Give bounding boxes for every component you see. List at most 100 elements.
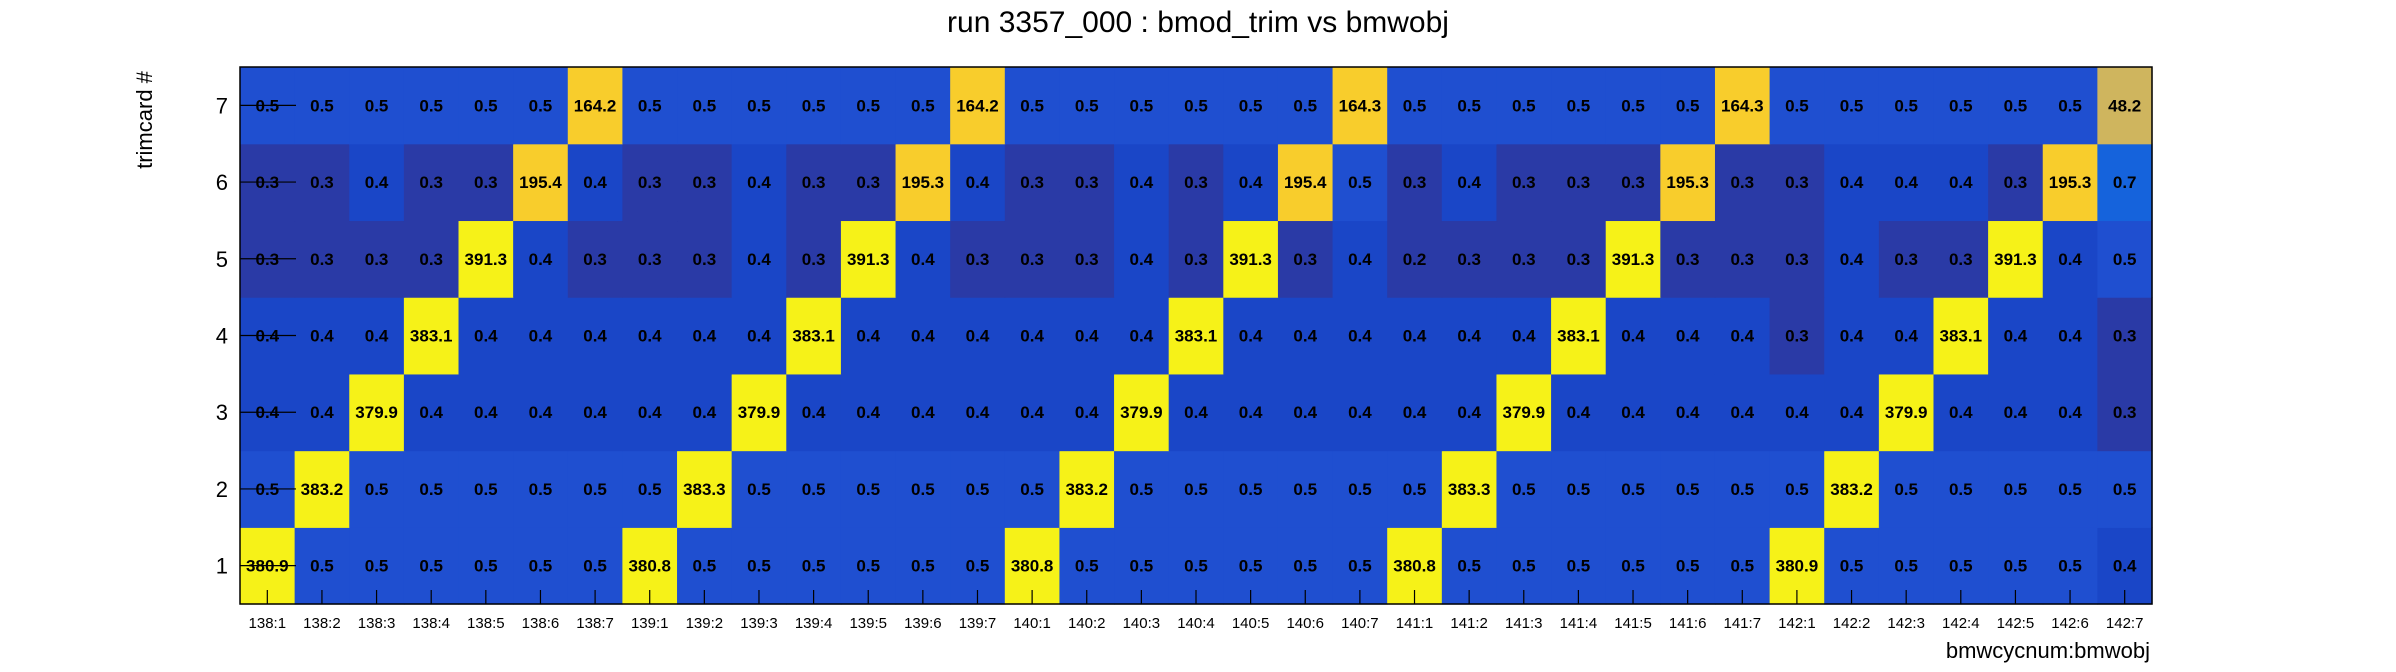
heatmap-cell: [349, 297, 405, 375]
heatmap-cell: [458, 67, 514, 145]
cell-value-label: 0.5: [1512, 96, 1536, 115]
cell-value-label: 0.4: [1130, 327, 1154, 346]
heatmap-cell: [1660, 297, 1716, 375]
heatmap-cell: [1441, 67, 1498, 145]
cell-value-label: 0.5: [474, 96, 498, 115]
heatmap-cell: [1004, 143, 1061, 222]
cell-value-label: 0.4: [529, 250, 553, 269]
cell-value-label: 0.4: [1348, 250, 1372, 269]
heatmap-cell: [950, 220, 1006, 298]
heatmap-cell: [1059, 450, 1115, 528]
x-tick-label: 139:4: [795, 615, 833, 632]
cell-value-label: 0.4: [1075, 403, 1099, 422]
heatmap-cell: [1114, 373, 1170, 452]
cell-value-label: 0.4: [583, 403, 607, 422]
cell-value-label: 0.3: [1785, 250, 1809, 269]
cell-value-label: 0.5: [1676, 480, 1700, 499]
cell-value-label: 0.5: [419, 557, 443, 576]
cell-value-label: 0.4: [1403, 327, 1427, 346]
heatmap-cell: [1714, 67, 1771, 145]
cell-value-label: 383.2: [1830, 480, 1873, 499]
heatmap-cell: [1277, 450, 1334, 528]
cell-value-label: 0.4: [1512, 327, 1536, 346]
heatmap-cell: [1878, 373, 1935, 452]
heatmap-cell: [458, 450, 514, 528]
cell-value-label: 0.5: [1894, 557, 1918, 576]
cell-value-label: 0.3: [638, 250, 662, 269]
y-axis-label: trimcard #: [132, 70, 157, 169]
cell-value-label: 0.3: [2113, 327, 2137, 346]
cell-value-label: 0.5: [2004, 96, 2028, 115]
x-tick-label: 141:2: [1450, 615, 1488, 632]
cell-value-label: 383.1: [410, 327, 453, 346]
heatmap-cell: [2097, 373, 2153, 452]
heatmap-cell: [1769, 67, 1825, 145]
heatmap-cell: [1059, 373, 1115, 452]
cell-value-label: 380.8: [1011, 557, 1054, 576]
heatmap-cell: [1004, 297, 1061, 375]
heatmap-cell: [1824, 450, 1880, 528]
cell-value-label: 0.5: [474, 480, 498, 499]
cell-value-label: 0.4: [911, 327, 935, 346]
cell-value-label: 0.3: [1730, 173, 1754, 192]
heatmap-cell: [1714, 450, 1771, 528]
cell-value-label: 0.4: [310, 327, 334, 346]
heatmap-cell: [2097, 143, 2153, 222]
cell-value-label: 0.5: [1621, 557, 1645, 576]
heatmap-cell: [349, 373, 405, 452]
cell-value-label: 0.4: [1239, 327, 1263, 346]
heatmap-cell: [1332, 143, 1388, 222]
heatmap-cell: [1332, 373, 1388, 452]
x-tick-label: 138:1: [249, 615, 287, 632]
cell-value-label: 0.4: [1785, 403, 1809, 422]
heatmap-cell: [677, 67, 733, 145]
cell-value-label: 0.5: [1293, 96, 1317, 115]
cell-value-label: 195.4: [519, 173, 562, 192]
heatmap-cell: [1551, 373, 1607, 452]
cell-value-label: 383.1: [1557, 327, 1600, 346]
heatmap-cell: [1605, 297, 1661, 375]
heatmap-cell: [622, 297, 678, 375]
heatmap-cell: [1441, 297, 1498, 375]
heatmap-cell: [513, 220, 569, 298]
x-tick-label: 138:5: [467, 615, 505, 632]
heatmap-cell: [1824, 220, 1880, 298]
heatmap-cell: [1441, 373, 1498, 452]
heatmap-cell: [1496, 297, 1552, 375]
heatmap-cell-labels: 380.9 0.5 0.5 0.5 0.5 0.5 0.5 380.8 0.5 0.5 0.5 0.5…: [246, 96, 2141, 575]
heatmap-cell: [1605, 143, 1661, 222]
cell-value-label: 0.4: [1293, 327, 1317, 346]
cell-value-label: 0.5: [1840, 96, 1864, 115]
cell-value-label: 0.4: [583, 173, 607, 192]
cell-value-label: 0.4: [693, 403, 717, 422]
heatmap-cell: [513, 67, 569, 145]
cell-value-label: 0.7: [2113, 173, 2137, 192]
cell-value-label: 0.4: [1730, 327, 1754, 346]
heatmap-cell: [1551, 220, 1607, 298]
x-tick-label: 140:6: [1286, 615, 1324, 632]
heatmap-cell: [403, 220, 460, 298]
cell-value-label: 0.4: [1840, 403, 1864, 422]
heatmap-cell: [1223, 220, 1279, 298]
heatmap-cell: [786, 297, 842, 375]
cell-value-label: 0.5: [419, 96, 443, 115]
cell-value-label: 0.5: [310, 557, 334, 576]
heatmap-cell: [1441, 143, 1498, 222]
x-tick-label: 140:4: [1177, 615, 1215, 632]
cell-value-label: 195.4: [1284, 173, 1327, 192]
heatmap-cell: [950, 297, 1006, 375]
cell-value-label: 164.2: [574, 96, 617, 115]
heatmap-cell: [1988, 220, 2044, 298]
x-tick-label: 141:3: [1505, 615, 1543, 632]
cell-value-label: 383.2: [301, 480, 344, 499]
cell-value-label: 0.4: [856, 403, 880, 422]
cell-value-label: 0.5: [1348, 480, 1372, 499]
y-tick-label: 7: [216, 93, 228, 118]
y-tick-label: 5: [216, 247, 228, 272]
heatmap-cell: [1605, 450, 1661, 528]
cell-value-label: 0.4: [1184, 403, 1208, 422]
heatmap-cell: [950, 143, 1006, 222]
heatmap-cell: [1714, 297, 1771, 375]
cell-value-label: 0.3: [1567, 250, 1591, 269]
cell-value-label: 0.5: [365, 557, 389, 576]
